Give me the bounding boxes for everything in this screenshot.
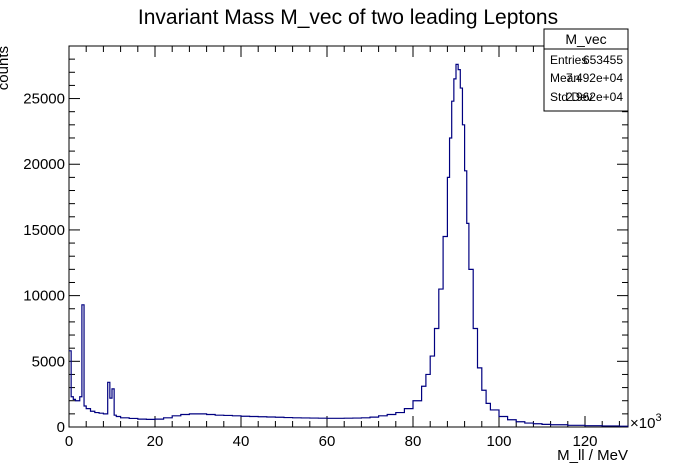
x-tick-label: 20: [147, 433, 164, 450]
x-tick-label: 100: [486, 433, 511, 450]
y-tick-label: 25000: [23, 91, 65, 108]
y-tick-label: 0: [57, 419, 65, 436]
x-axis-multiplier-exponent: 3: [655, 412, 661, 424]
y-axis-label: counts: [0, 46, 12, 90]
stats-mean-value: 7.492e+04: [566, 71, 623, 85]
x-axis-multiplier-base: ×10: [630, 415, 655, 432]
y-tick-label: 10000: [23, 288, 65, 305]
histogram-series: [69, 63, 629, 427]
histogram-line: [69, 63, 629, 427]
x-tick-label: 60: [319, 433, 336, 450]
plot-frame: [68, 45, 629, 428]
y-tick-label: 20000: [23, 156, 65, 173]
stats-stddev-label: Std Dev: [550, 90, 593, 104]
stats-box: M_vec Entries 653455 Mean 7.492e+04 Std …: [543, 28, 629, 112]
stats-entries-value: 653455: [583, 53, 623, 67]
stats-stddev-value: 2.962e+04: [566, 90, 623, 104]
y-tick-label: 5000: [32, 353, 65, 370]
y-axis-label-text: counts: [0, 46, 12, 90]
stats-mean-label: Mean: [550, 71, 580, 85]
chart-title: Invariant Mass M_vec of two leading Lept…: [138, 6, 558, 29]
x-tick-label: 120: [572, 433, 597, 450]
y-tick-label: 15000: [23, 222, 65, 239]
stats-box-name: M_vec: [565, 31, 606, 47]
x-tick-label: 40: [233, 433, 250, 450]
x-axis-multiplier: ×103: [630, 412, 662, 432]
x-tick-label: 80: [405, 433, 422, 450]
x-axis-label: M_ll / MeV: [557, 447, 628, 464]
stats-box-frame: [543, 28, 629, 112]
stats-entries-label: Entries: [550, 53, 587, 67]
x-tick-label: 0: [65, 433, 73, 450]
